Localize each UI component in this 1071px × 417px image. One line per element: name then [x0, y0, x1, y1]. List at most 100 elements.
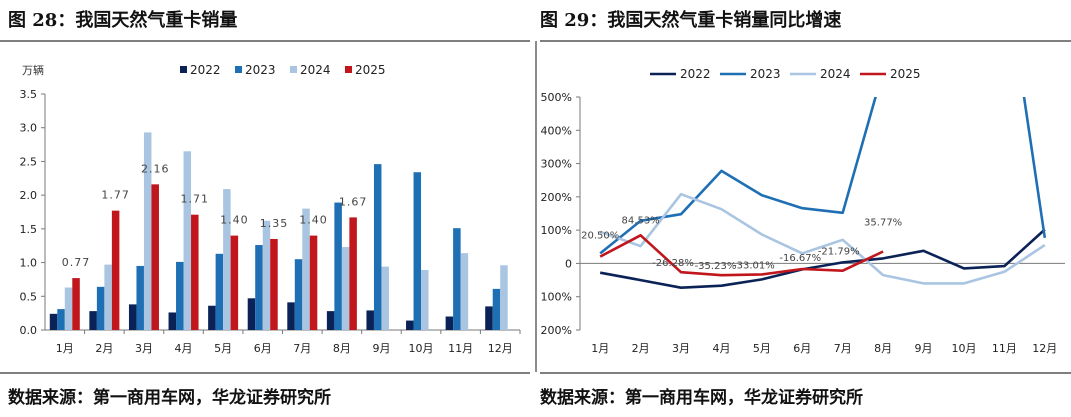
line-y-tick-label: 100%: [541, 224, 572, 237]
bar-2025-5: [230, 235, 239, 330]
bar-2023-12: [492, 288, 501, 330]
bar-2022-6: [247, 298, 256, 330]
bar-2024-1: [64, 287, 73, 330]
line-chart: -200% -100% 0 100% 200% 300% 400% 500% 1月 2月 3月 4月 5…: [540, 67, 1065, 355]
line-x-tick-label: 8月: [874, 342, 892, 355]
bar-x-tick-label: 5月: [214, 342, 232, 355]
line-y-tick-label: 0: [565, 257, 572, 270]
line-series-2022: [599, 228, 1046, 289]
bar-2024-3: [143, 132, 152, 330]
bar-data-label-2025: 0.77: [62, 256, 91, 269]
bar-2025-2: [111, 210, 120, 330]
bar-y-tick-label: 2.0: [20, 189, 38, 202]
line-data-label-2025: -16.67%: [779, 253, 821, 264]
line-series-2025: [599, 234, 884, 277]
bar-data-label-2025: 1.40: [299, 214, 328, 227]
bar-2022-10: [406, 320, 414, 330]
bar-2023-6: [255, 245, 263, 330]
bar-x-tick-label: 12月: [488, 342, 513, 355]
bar-2023-8: [334, 202, 342, 330]
bar-2024-12: [500, 265, 508, 330]
bar-2024-4: [183, 151, 192, 330]
line-x-tick-label: 5月: [753, 342, 771, 355]
bar-2024-2: [104, 264, 112, 330]
bar-x-tick-label: 9月: [372, 342, 390, 355]
bar-legend-label-2025: 2025: [355, 63, 386, 77]
line-data-label-2025: -33.01%: [733, 260, 775, 271]
bar-2024-10: [421, 269, 429, 330]
bar-legend-swatch-2022: [180, 66, 187, 73]
bar-2024-7: [302, 208, 310, 330]
bar-2023-3: [136, 265, 144, 330]
line-y-tick-label: 500%: [541, 91, 572, 104]
panel-divider: [535, 41, 537, 372]
bar-x-tick-label: 1月: [56, 342, 74, 355]
line-x-tick-label: 12月: [1032, 342, 1057, 355]
bar-y-tick-label: 0.0: [20, 324, 38, 337]
line-x-tick-label: 4月: [712, 342, 730, 355]
bar-2024-11: [460, 253, 469, 330]
bar-legend-label-2024: 2024: [300, 63, 331, 77]
bar-2023-10: [413, 172, 422, 330]
bar-2022-3: [128, 304, 137, 330]
line-x-tick-label: 7月: [834, 342, 852, 355]
bar-y-tick-label: 2.5: [20, 155, 38, 168]
bar-2023-5: [215, 253, 224, 330]
bar-2022-9: [366, 310, 374, 330]
bar-2022-12: [485, 306, 493, 330]
bar-x-tick-label: 8月: [333, 342, 351, 355]
bar-y-tick-label: 1.0: [20, 257, 38, 270]
line-y-tick-label: 300%: [541, 158, 572, 171]
line-series-2023: [599, 97, 1047, 255]
bar-y-tick-label: 3.0: [20, 122, 38, 135]
bar-2024-9: [381, 266, 389, 330]
bar-2022-7: [287, 302, 295, 330]
line-y-tick-label: 200%: [541, 191, 572, 204]
line-legend-label-2024: 2024: [820, 67, 851, 81]
bar-data-label-2025: 2.16: [141, 162, 170, 175]
right-title-rule: [540, 40, 1071, 42]
line-data-label-2025: -21.79%: [818, 247, 860, 258]
line-data-label-2025: 20.50%: [581, 231, 619, 242]
bar-2023-7: [294, 259, 303, 330]
line-data-label-2025: 84.53%: [622, 215, 660, 226]
bar-2025-3: [151, 184, 159, 330]
left-bottom-rule: [0, 372, 530, 374]
bar-2025-6: [270, 238, 278, 330]
left-source-note: 数据来源：第一商用车网，华龙证券研究所: [8, 388, 331, 408]
bar-2025-4: [191, 214, 199, 330]
bar-2023-2: [96, 286, 105, 330]
left-chart-title: 图 28：我国天然气重卡销量: [8, 10, 238, 31]
bar-2023-11: [453, 228, 461, 330]
bar-data-label-2025: 1.35: [260, 217, 289, 230]
line-legend-label-2023: 2023: [750, 67, 781, 81]
bar-legend-swatch-2024: [290, 66, 297, 73]
bar-y-tick-label: 3.5: [20, 88, 38, 101]
line-legend-label-2022: 2022: [680, 67, 711, 81]
bar-chart: 万辆 0.0 0.5 1.0 1.5 2.0 2.5 3.0 3.5 1月 2月 3月 4月 5月 6月 7…: [20, 63, 521, 355]
bar-y-tick-label: 0.5: [20, 290, 38, 303]
line-x-tick-label: 2月: [632, 342, 650, 355]
line-data-label-2025: -35.23%: [695, 261, 737, 272]
bar-data-label-2025: 1.67: [339, 195, 368, 208]
line-y-tick-label: 400%: [541, 124, 572, 137]
bar-x-tick-label: 3月: [135, 342, 153, 355]
bar-2022-2: [89, 311, 97, 330]
line-x-tick-label: 1月: [591, 342, 609, 355]
bar-2022-1: [49, 313, 58, 330]
line-y-tick-label: -100%: [540, 291, 572, 304]
bar-2025-7: [309, 235, 318, 330]
bar-2025-8: [349, 217, 357, 330]
bar-2023-9: [373, 164, 382, 330]
bar-2023-1: [57, 309, 65, 330]
bar-2024-5: [223, 189, 231, 330]
bar-legend-swatch-2023: [235, 66, 242, 73]
line-x-tick-label: 9月: [915, 342, 933, 355]
line-series-2024: [599, 192, 1046, 285]
bar-x-tick-label: 10月: [409, 342, 434, 355]
line-data-label-2025: 35.77%: [864, 218, 902, 229]
bar-2022-11: [445, 316, 454, 330]
bar-data-label-2025: 1.77: [101, 189, 130, 202]
bar-2025-1: [72, 278, 80, 330]
left-title-rule: [0, 40, 530, 42]
